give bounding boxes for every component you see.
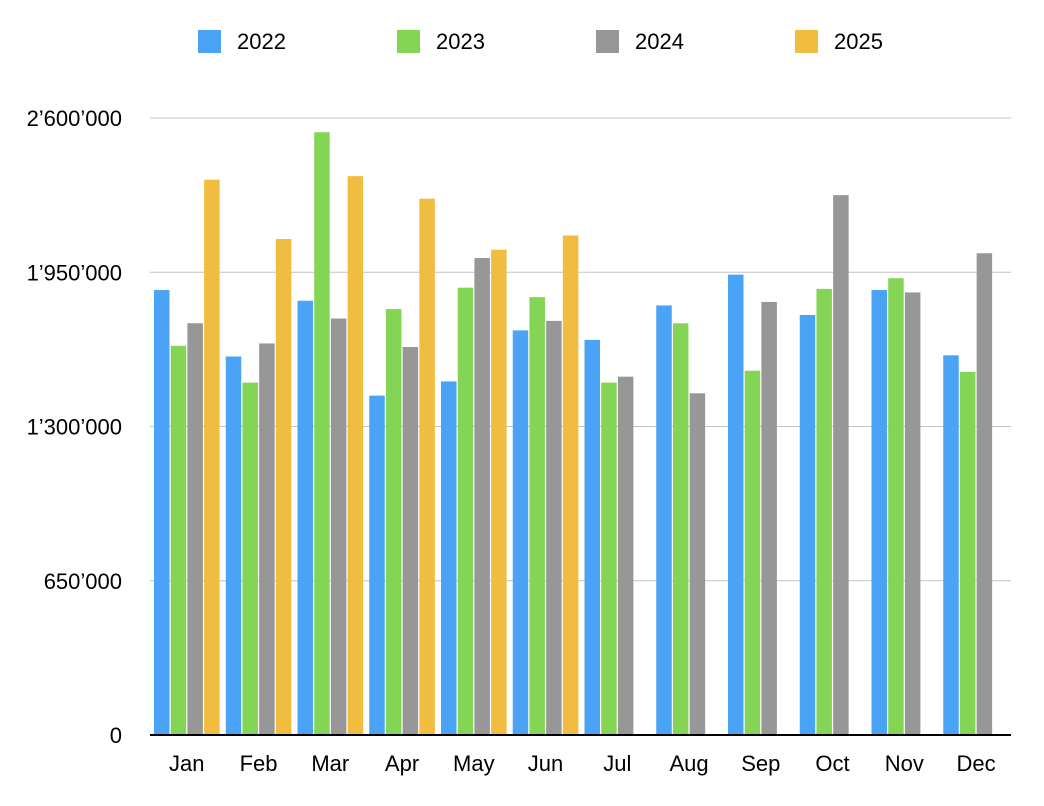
y-tick-label: 650’000 bbox=[44, 569, 122, 594]
y-tick-label: 0 bbox=[110, 723, 122, 748]
x-tick-label: May bbox=[453, 751, 495, 776]
bar-2023-oct bbox=[816, 288, 832, 735]
bar-2024-jun bbox=[546, 320, 562, 735]
bar-2022-aug bbox=[656, 305, 672, 735]
bar-2022-jul bbox=[584, 339, 600, 735]
bar-2022-jun bbox=[512, 330, 529, 735]
bar-2022-may bbox=[441, 381, 457, 735]
bar-2023-mar bbox=[314, 132, 330, 735]
bar-2024-may bbox=[474, 258, 490, 735]
legend-swatch bbox=[198, 30, 221, 53]
bar-2025-jun bbox=[562, 235, 579, 736]
x-tick-label: Nov bbox=[885, 751, 924, 776]
bar-group-mar bbox=[297, 132, 364, 735]
x-tick-label: Apr bbox=[385, 751, 419, 776]
legend-item-2022: 2022 bbox=[198, 29, 286, 54]
grid-lines bbox=[150, 117, 1011, 582]
bar-group-jul bbox=[584, 339, 634, 735]
bar-2025-apr bbox=[419, 198, 435, 735]
bars bbox=[154, 132, 993, 736]
bar-2023-nov bbox=[888, 278, 904, 735]
bar-2024-oct bbox=[833, 195, 849, 735]
x-tick-label: Mar bbox=[311, 751, 349, 776]
bar-2023-sep bbox=[744, 370, 761, 735]
bar-group-may bbox=[441, 249, 507, 736]
x-tick-label: Feb bbox=[240, 751, 278, 776]
bar-2023-may bbox=[457, 287, 474, 735]
bar-2022-oct bbox=[799, 314, 816, 735]
bar-group-nov bbox=[871, 278, 921, 735]
legend-swatch bbox=[596, 30, 619, 53]
bar-2024-apr bbox=[402, 347, 419, 735]
legend-item-2024: 2024 bbox=[596, 29, 684, 54]
bar-2023-jun bbox=[529, 297, 545, 735]
bar-2024-nov bbox=[904, 292, 921, 735]
bar-2024-dec bbox=[976, 253, 993, 735]
bar-2024-feb bbox=[259, 343, 275, 735]
bar-2024-jul bbox=[617, 376, 634, 735]
bar-2024-aug bbox=[689, 393, 706, 735]
bar-group-apr bbox=[369, 198, 435, 735]
bar-2022-feb bbox=[225, 356, 242, 735]
x-tick-label: Dec bbox=[956, 751, 995, 776]
bar-2024-sep bbox=[761, 301, 777, 735]
legend-label: 2022 bbox=[237, 29, 286, 54]
legend-item-2023: 2023 bbox=[397, 29, 485, 54]
bar-2023-apr bbox=[385, 309, 402, 735]
bar-2024-jan bbox=[187, 323, 203, 735]
bar-2024-mar bbox=[330, 318, 347, 735]
bar-2022-apr bbox=[369, 395, 385, 735]
bar-2025-may bbox=[491, 249, 507, 736]
bar-2022-dec bbox=[943, 355, 959, 735]
x-axis-tick-labels: Jan Feb Mar Apr May Jun Jul Aug Sep Oct Nov Dec bbox=[169, 751, 996, 776]
bar-2025-mar bbox=[347, 176, 364, 735]
bar-group-jan bbox=[154, 179, 220, 735]
bar-2022-sep bbox=[728, 274, 744, 735]
legend-swatch bbox=[795, 30, 818, 53]
y-axis-tick-labels: 0 650’000 1’300’000 1’950’000 2’600’000 bbox=[27, 106, 122, 748]
bar-2022-nov bbox=[871, 290, 887, 735]
y-tick-label: 1’300’000 bbox=[27, 415, 122, 440]
x-tick-label: Aug bbox=[669, 751, 708, 776]
bar-2022-jan bbox=[154, 290, 170, 735]
bar-group-jun bbox=[512, 235, 579, 736]
legend-label: 2024 bbox=[635, 29, 684, 54]
x-tick-label: Jan bbox=[169, 751, 204, 776]
bar-group-sep bbox=[728, 274, 777, 735]
x-tick-label: Sep bbox=[741, 751, 780, 776]
bar-2025-feb bbox=[275, 239, 292, 735]
bar-group-oct bbox=[799, 195, 849, 735]
bar-2023-dec bbox=[959, 371, 976, 735]
legend: 2022 2023 2024 2025 bbox=[198, 29, 883, 54]
bar-group-feb bbox=[225, 239, 292, 735]
x-tick-label: Jul bbox=[603, 751, 631, 776]
bar-2023-aug bbox=[672, 323, 689, 735]
bar-2023-jul bbox=[601, 382, 617, 735]
bar-2025-jan bbox=[204, 179, 220, 735]
x-tick-label: Jun bbox=[528, 751, 563, 776]
legend-label: 2025 bbox=[834, 29, 883, 54]
bar-group-aug bbox=[656, 305, 706, 735]
bar-2023-feb bbox=[242, 382, 258, 735]
bar-group-dec bbox=[943, 253, 993, 735]
legend-item-2025: 2025 bbox=[795, 29, 883, 54]
bar-2023-jan bbox=[170, 345, 187, 735]
legend-label: 2023 bbox=[436, 29, 485, 54]
x-tick-label: Oct bbox=[815, 751, 849, 776]
legend-swatch bbox=[397, 30, 420, 53]
bar-2022-mar bbox=[297, 300, 313, 735]
y-tick-label: 1’950’000 bbox=[27, 260, 122, 285]
y-tick-label: 2’600’000 bbox=[27, 106, 122, 131]
